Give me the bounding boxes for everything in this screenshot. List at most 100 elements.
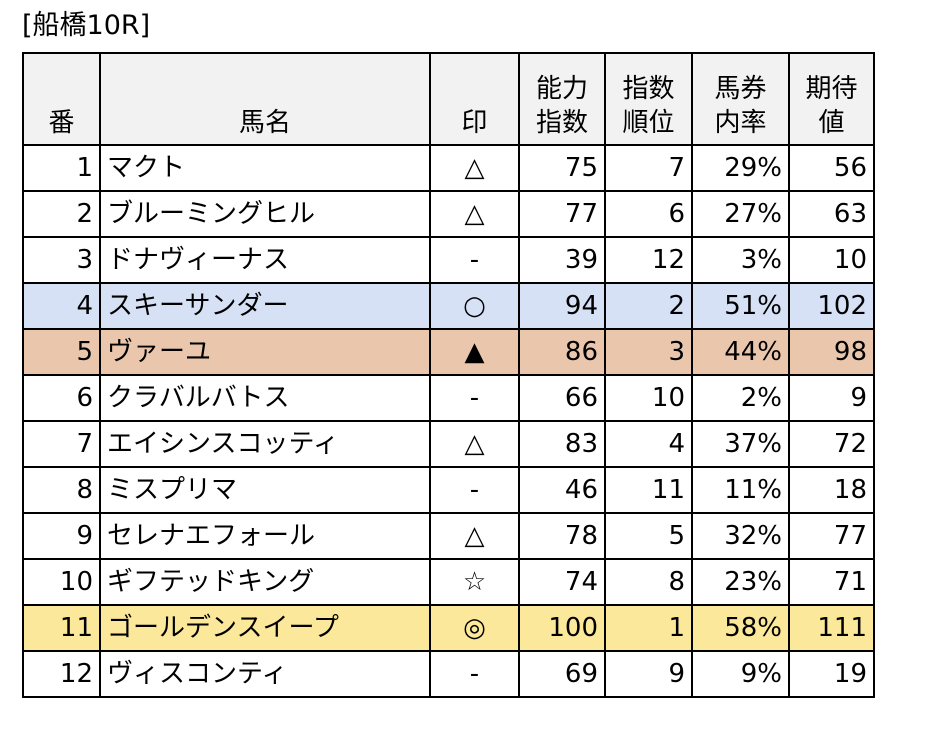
table-row: 8 ミスプリマ -46 11 11% 18 <box>22 466 875 514</box>
header-row: 番 馬名 印 能力 指数 指数 順位 馬券 内率 期待値 <box>22 52 875 146</box>
cell-horse-name: ブルーミングヒル <box>99 190 431 238</box>
header-ability: 能力 指数 <box>518 52 606 146</box>
cell-mark: ▲ <box>429 328 520 376</box>
race-table: 番 馬名 印 能力 指数 指数 順位 馬券 内率 期待値 1 マクト △ 75 7 29% 56 2… <box>22 52 875 698</box>
cell-index-rank: 6 <box>604 190 693 238</box>
header-name: 馬名 <box>99 52 431 146</box>
cell-index-rank: 12 <box>604 236 693 284</box>
cell-index-rank: 11 <box>604 466 693 514</box>
cell-mark: △ <box>429 190 520 238</box>
cell-in-rate: 27% <box>691 190 790 238</box>
cell-mark: △ <box>429 512 520 560</box>
cell-ban: 6 <box>22 374 101 422</box>
header-rank: 指数 順位 <box>604 52 693 146</box>
cell-ban: 3 <box>22 236 101 284</box>
cell-horse-name: ミスプリマ <box>99 466 431 514</box>
cell-horse-name: クラバルバトス <box>99 374 431 422</box>
cell-index-rank: 10 <box>604 374 693 422</box>
cell-expected-value: 56 <box>788 144 875 192</box>
cell-ban: 8 <box>22 466 101 514</box>
cell-ability-index: 69 <box>518 650 606 698</box>
table-row: 11 ゴールデンスイープ ◎ 100 1 58% 111 <box>22 604 875 652</box>
cell-in-rate: 2% <box>691 374 790 422</box>
cell-ban: 11 <box>22 604 101 652</box>
table-row: 12 ヴィスコンティ -69 9 9% 19 <box>22 650 875 698</box>
cell-index-rank: 8 <box>604 558 693 606</box>
header-rate: 馬券 内率 <box>691 52 790 146</box>
cell-horse-name: ヴァーユ <box>99 328 431 376</box>
cell-ability-index: 74 <box>518 558 606 606</box>
cell-horse-name: セレナエフォール <box>99 512 431 560</box>
race-title: [船橋10R] <box>22 10 151 41</box>
table-row: 10 ギフテッドキング ☆ 74 8 23% 71 <box>22 558 875 606</box>
cell-horse-name: エイシンスコッティ <box>99 420 431 468</box>
cell-expected-value: 72 <box>788 420 875 468</box>
header-ev: 期待値 <box>788 52 875 146</box>
table-row: 1 マクト △ 75 7 29% 56 <box>22 144 875 192</box>
cell-ban: 10 <box>22 558 101 606</box>
cell-ability-index: 78 <box>518 512 606 560</box>
cell-expected-value: 63 <box>788 190 875 238</box>
cell-ability-index: 77 <box>518 190 606 238</box>
cell-in-rate: 58% <box>691 604 790 652</box>
cell-ability-index: 66 <box>518 374 606 422</box>
cell-index-rank: 3 <box>604 328 693 376</box>
table-row: 6 クラバルバトス -66 10 2% 9 <box>22 374 875 422</box>
cell-in-rate: 32% <box>691 512 790 560</box>
cell-ban: 9 <box>22 512 101 560</box>
cell-expected-value: 18 <box>788 466 875 514</box>
cell-ban: 12 <box>22 650 101 698</box>
header-mark: 印 <box>429 52 520 146</box>
cell-in-rate: 29% <box>691 144 790 192</box>
cell-ban: 4 <box>22 282 101 330</box>
cell-mark: ◎ <box>429 604 520 652</box>
cell-ability-index: 39 <box>518 236 606 284</box>
cell-expected-value: 10 <box>788 236 875 284</box>
cell-ability-index: 75 <box>518 144 606 192</box>
cell-horse-name: スキーサンダー <box>99 282 431 330</box>
cell-mark: ☆ <box>429 558 520 606</box>
cell-index-rank: 5 <box>604 512 693 560</box>
cell-expected-value: 111 <box>788 604 875 652</box>
cell-mark: - <box>429 236 520 284</box>
cell-horse-name: ドナヴィーナス <box>99 236 431 284</box>
cell-index-rank: 2 <box>604 282 693 330</box>
cell-in-rate: 3% <box>691 236 790 284</box>
cell-mark: - <box>429 650 520 698</box>
cell-ban: 1 <box>22 144 101 192</box>
cell-index-rank: 1 <box>604 604 693 652</box>
table-row: 5 ヴァーユ ▲ 86 3 44% 98 <box>22 328 875 376</box>
table-row: 4 スキーサンダー ○ 94 2 51% 102 <box>22 282 875 330</box>
table-row: 9 セレナエフォール △ 78 5 32% 77 <box>22 512 875 560</box>
cell-in-rate: 37% <box>691 420 790 468</box>
cell-mark: ○ <box>429 282 520 330</box>
cell-ability-index: 83 <box>518 420 606 468</box>
cell-expected-value: 77 <box>788 512 875 560</box>
cell-ban: 7 <box>22 420 101 468</box>
cell-in-rate: 11% <box>691 466 790 514</box>
cell-expected-value: 98 <box>788 328 875 376</box>
cell-expected-value: 71 <box>788 558 875 606</box>
cell-index-rank: 7 <box>604 144 693 192</box>
cell-in-rate: 51% <box>691 282 790 330</box>
cell-mark: △ <box>429 420 520 468</box>
table-row: 7 エイシンスコッティ △ 83 4 37% 72 <box>22 420 875 468</box>
cell-index-rank: 9 <box>604 650 693 698</box>
cell-ability-index: 46 <box>518 466 606 514</box>
cell-horse-name: ヴィスコンティ <box>99 650 431 698</box>
cell-in-rate: 23% <box>691 558 790 606</box>
cell-horse-name: ゴールデンスイープ <box>99 604 431 652</box>
table-row: 2 ブルーミングヒル △ 77 6 27% 63 <box>22 190 875 238</box>
cell-index-rank: 4 <box>604 420 693 468</box>
cell-mark: - <box>429 374 520 422</box>
cell-ban: 2 <box>22 190 101 238</box>
cell-horse-name: ギフテッドキング <box>99 558 431 606</box>
cell-in-rate: 9% <box>691 650 790 698</box>
cell-ability-index: 100 <box>518 604 606 652</box>
cell-ability-index: 86 <box>518 328 606 376</box>
cell-expected-value: 19 <box>788 650 875 698</box>
cell-ban: 5 <box>22 328 101 376</box>
header-ban: 番 <box>22 52 101 146</box>
cell-ability-index: 94 <box>518 282 606 330</box>
cell-mark: △ <box>429 144 520 192</box>
